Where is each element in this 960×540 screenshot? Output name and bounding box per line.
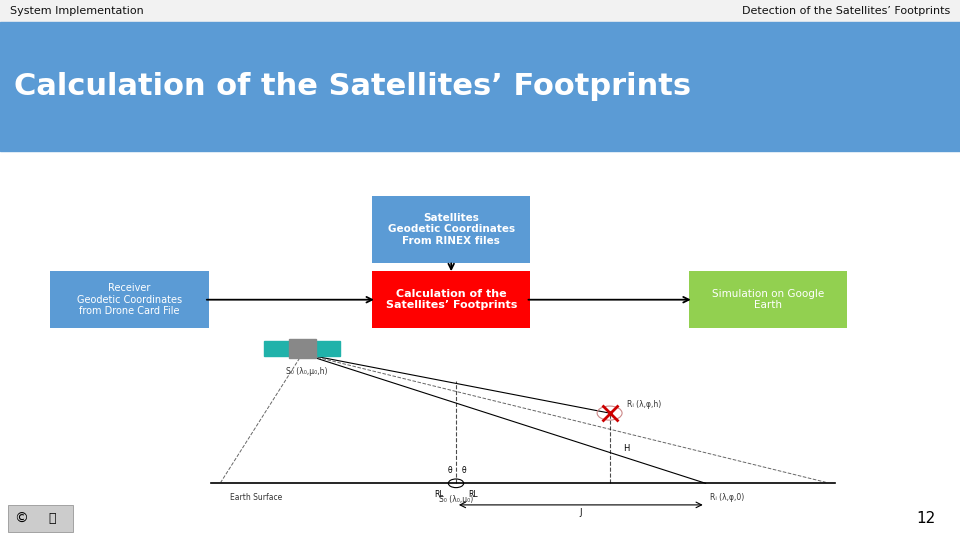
Text: Earth Surface: Earth Surface bbox=[230, 493, 282, 502]
Bar bbox=[316, 341, 341, 356]
FancyBboxPatch shape bbox=[51, 271, 209, 328]
Text: S₀ (λ₀,μ₀): S₀ (λ₀,μ₀) bbox=[439, 495, 473, 504]
Text: Rᵢ (λ,φ,0): Rᵢ (λ,φ,0) bbox=[710, 493, 745, 502]
Text: ©: © bbox=[14, 511, 28, 525]
Text: J: J bbox=[580, 508, 582, 517]
Text: Satellites
Geodetic Coordinates
From RINEX files: Satellites Geodetic Coordinates From RIN… bbox=[388, 213, 515, 246]
Text: θ: θ bbox=[448, 465, 452, 475]
Text: RL: RL bbox=[468, 490, 478, 499]
Bar bbox=[264, 341, 289, 356]
Text: RL: RL bbox=[434, 490, 444, 499]
Text: Receiver
Geodetic Coordinates
from Drone Card File: Receiver Geodetic Coordinates from Drone… bbox=[77, 283, 182, 316]
Text: Rᵢ (λ,φ,h): Rᵢ (λ,φ,h) bbox=[627, 400, 661, 409]
Text: H: H bbox=[623, 444, 630, 453]
FancyBboxPatch shape bbox=[372, 271, 530, 328]
Text: θ: θ bbox=[462, 465, 466, 475]
Text: ⓘ: ⓘ bbox=[48, 512, 56, 525]
FancyBboxPatch shape bbox=[689, 271, 848, 328]
Bar bbox=[8, 505, 73, 532]
Bar bbox=[0, 0, 960, 22]
FancyBboxPatch shape bbox=[372, 195, 530, 263]
Text: Simulation on Google
Earth: Simulation on Google Earth bbox=[712, 289, 824, 310]
Text: Calculation of the Satellites’ Footprints: Calculation of the Satellites’ Footprint… bbox=[14, 72, 691, 101]
Text: S₀ (λ₀,μ₀,h): S₀ (λ₀,μ₀,h) bbox=[286, 367, 328, 376]
Text: Calculation of the
Satellites’ Footprints: Calculation of the Satellites’ Footprint… bbox=[386, 289, 516, 310]
Text: System Implementation: System Implementation bbox=[10, 6, 143, 16]
Text: 12: 12 bbox=[917, 511, 936, 526]
Bar bbox=[0, 22, 960, 151]
Bar bbox=[289, 339, 316, 358]
Text: Detection of the Satellites’ Footprints: Detection of the Satellites’ Footprints bbox=[742, 6, 950, 16]
